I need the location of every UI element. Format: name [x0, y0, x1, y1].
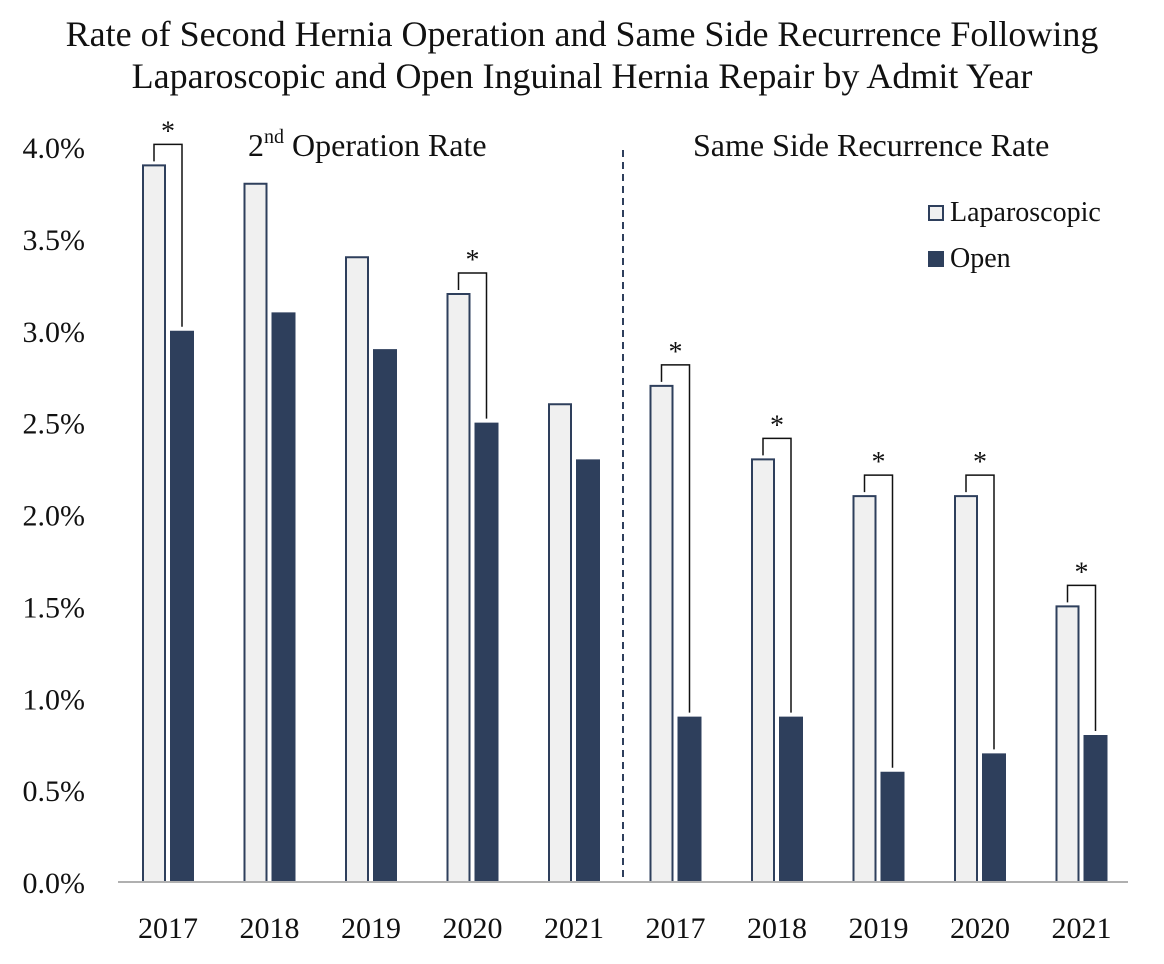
panel-label-number: 2	[248, 127, 264, 163]
x-tick-label: 2017	[138, 912, 198, 945]
bar-laparoscopic	[446, 293, 471, 883]
legend-swatch-open	[928, 251, 944, 267]
y-tick-label: 2.5%	[23, 408, 86, 441]
significance-bracket	[762, 437, 792, 713]
x-tick-label: 2021	[1052, 912, 1112, 945]
x-tick-label: 2019	[849, 912, 909, 945]
bar-laparoscopic	[548, 403, 572, 883]
y-tick-label: 4.0%	[23, 132, 86, 165]
bar-open	[576, 459, 600, 882]
bar-laparoscopic	[142, 164, 166, 883]
significance-marker: *	[161, 116, 175, 147]
y-tick-label: 0.0%	[23, 867, 86, 900]
x-tick-label: 2021	[544, 912, 604, 945]
legend-item-open: Open	[928, 236, 1101, 282]
bar-laparoscopic	[954, 495, 978, 883]
x-tick-label: 2018	[747, 912, 807, 945]
bar-open	[271, 312, 296, 882]
chart-title-line-1: Rate of Second Hernia Operation and Same…	[65, 14, 1099, 54]
significance-bracket	[457, 272, 488, 419]
bar-open	[880, 771, 905, 882]
bar-laparoscopic	[1055, 605, 1080, 883]
significance-marker: *	[872, 447, 886, 478]
significance-marker: *	[669, 337, 683, 368]
significance-marker: *	[973, 447, 987, 478]
significance-marker: *	[1075, 557, 1089, 588]
x-tick-label: 2020	[950, 912, 1010, 945]
bar-laparoscopic	[243, 182, 268, 883]
legend-item-laparoscopic: Laparoscopic	[928, 190, 1101, 236]
bar-open	[779, 716, 803, 882]
y-tick-label: 2.0%	[23, 500, 86, 533]
significance-bracket	[660, 364, 691, 713]
significance-bracket	[863, 474, 894, 768]
bar-laparoscopic	[649, 384, 674, 883]
y-tick-label: 3.0%	[23, 316, 86, 349]
y-tick-label: 1.0%	[23, 683, 86, 716]
x-tick-label: 2020	[443, 912, 503, 945]
significance-marker: *	[466, 245, 480, 276]
y-tick-label: 0.5%	[23, 775, 86, 808]
x-tick-label: 2017	[646, 912, 706, 945]
panel-label-second-operation: 2nd Operation Rate	[248, 127, 487, 163]
bar-open	[677, 716, 702, 882]
legend-label-open: Open	[950, 243, 1011, 274]
y-tick-label: 1.5%	[23, 591, 86, 624]
bar-open	[1083, 735, 1108, 882]
panel-label-same-side-recurrence: Same Side Recurrence Rate	[693, 127, 1050, 163]
y-tick-label: 3.5%	[23, 224, 86, 257]
legend: Laparoscopic Open	[928, 190, 1101, 282]
legend-label-laparoscopic: Laparoscopic	[950, 197, 1101, 228]
significance-bracket	[1066, 584, 1097, 731]
panel-label-text: Operation Rate	[284, 127, 487, 163]
significance-bracket	[965, 474, 995, 750]
x-tick-label: 2018	[240, 912, 300, 945]
bar-open	[474, 422, 499, 882]
significance-marker: *	[770, 410, 784, 441]
legend-swatch-laparoscopic	[928, 205, 944, 221]
bar-laparoscopic	[852, 495, 877, 883]
bar-open	[373, 349, 397, 882]
bar-laparoscopic	[345, 256, 369, 883]
x-tick-label: 2019	[341, 912, 401, 945]
significance-bracket	[153, 143, 183, 327]
bar-open	[170, 330, 194, 882]
bar-open	[982, 753, 1006, 882]
panel-label-superscript: nd	[264, 126, 284, 148]
bar-laparoscopic	[751, 458, 775, 883]
chart-title-line-2: Laparoscopic and Open Inguinal Hernia Re…	[131, 56, 1033, 96]
